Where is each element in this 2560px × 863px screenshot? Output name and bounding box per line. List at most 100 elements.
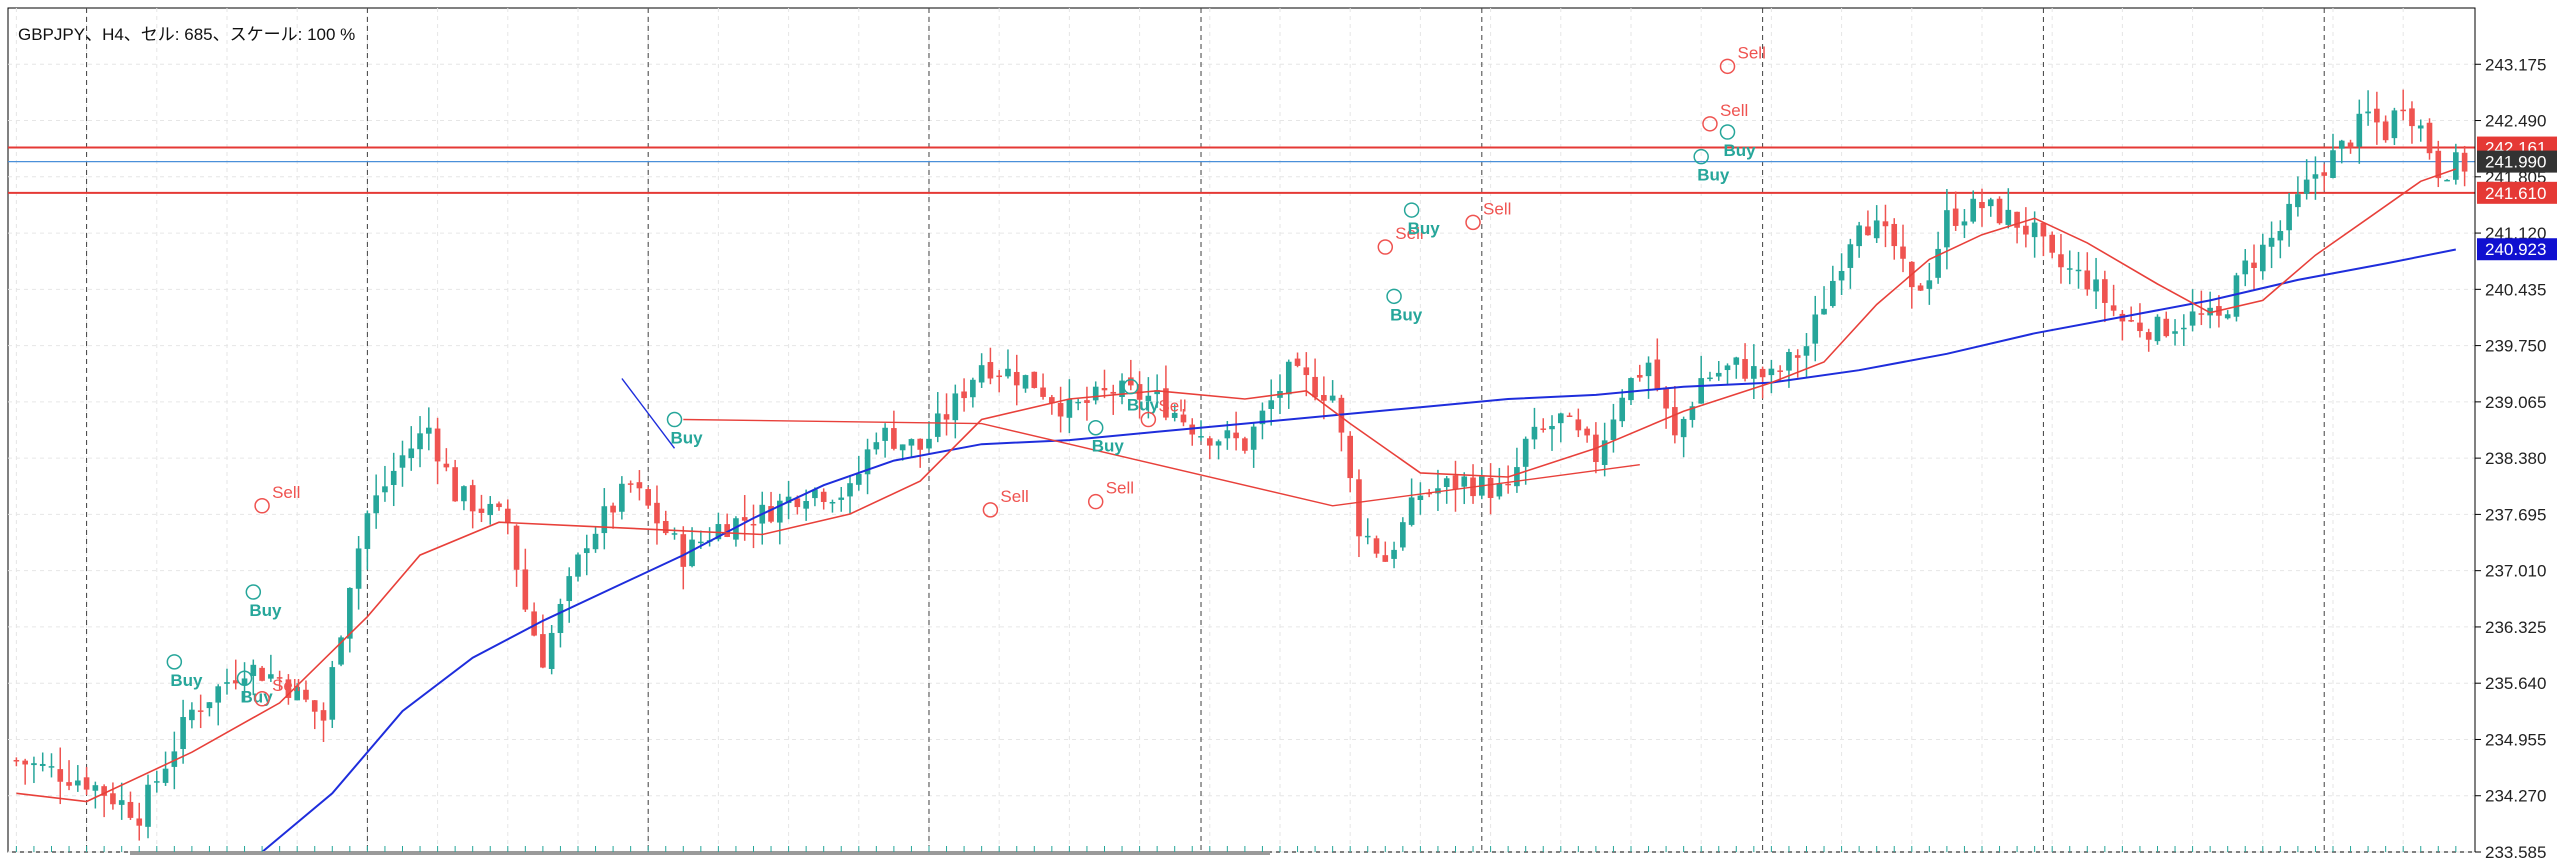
candle-body — [1005, 368, 1011, 377]
ma-slow-line — [261, 248, 2456, 853]
ma-fast-line — [16, 168, 2457, 803]
candle-body — [118, 800, 125, 805]
buy-signal-marker — [1719, 124, 1736, 140]
candle-body — [2295, 194, 2301, 208]
sell-signal-label: Sell — [1483, 199, 1511, 218]
candle-body — [645, 489, 651, 506]
candle-body — [1487, 477, 1494, 498]
candle-body — [2461, 152, 2468, 172]
zigzag-layer — [621, 378, 1640, 507]
candle-body — [2181, 327, 2187, 330]
candle-body — [1689, 406, 1696, 420]
candle-body — [1356, 479, 1362, 537]
candle-body — [680, 534, 687, 567]
price-badge-bg — [2477, 238, 2557, 261]
candle-body — [689, 539, 695, 567]
candle-body — [1759, 368, 1766, 378]
candle-body — [417, 433, 423, 450]
candle-body — [1996, 198, 2003, 224]
buy-signal-marker — [666, 411, 683, 428]
candle-body — [1268, 400, 1275, 409]
candle-body — [1856, 225, 1862, 247]
axis-tick-label: 234.955 — [2485, 730, 2546, 749]
candle-body — [2049, 234, 2055, 253]
candle-body — [2207, 307, 2213, 316]
candle-body — [162, 768, 169, 783]
candle-body — [355, 548, 362, 589]
candle-body — [2031, 222, 2038, 238]
buy-signal-label: Buy — [170, 671, 203, 690]
candle-body — [320, 710, 327, 721]
candle-body — [2356, 113, 2363, 147]
candle-body — [1584, 428, 1590, 436]
candle-body — [1022, 375, 1029, 389]
candle-body — [180, 717, 186, 750]
buy-signal-marker — [1123, 378, 1139, 395]
candle-body — [294, 687, 300, 701]
candle-body — [1566, 415, 1573, 418]
candle-body — [66, 782, 72, 786]
candle-body — [1636, 375, 1643, 378]
candle-body — [531, 611, 537, 636]
candle-body — [1987, 199, 1994, 207]
candle-body — [1882, 221, 1889, 227]
chart-header-label: GBPJPY、H4、セル: 685、スケール: 100 % — [18, 25, 356, 44]
candle-body — [750, 523, 757, 526]
candle-body — [127, 801, 134, 818]
candle-body — [101, 786, 107, 796]
candle-body — [1303, 367, 1310, 376]
buy-signal-label: Buy — [671, 429, 704, 448]
candle-body — [2137, 322, 2143, 332]
candle-body — [2382, 121, 2389, 141]
candle-body — [636, 482, 643, 489]
candle-body — [548, 632, 555, 669]
candle-body — [259, 667, 265, 681]
candle-body — [2426, 122, 2433, 154]
candle-body — [1715, 372, 1722, 377]
candle-body — [1505, 483, 1511, 486]
buy-signal-marker — [236, 670, 253, 687]
buy-signal-label: Buy — [1724, 141, 1757, 160]
candle-body — [408, 448, 415, 459]
candle-body — [2005, 209, 2012, 225]
candle-body — [557, 603, 564, 633]
candle-body — [136, 818, 143, 826]
candle-body — [522, 569, 529, 610]
candle-body — [1601, 440, 1608, 465]
sell-signal-marker — [1140, 411, 1157, 428]
axis-tick-label: 237.695 — [2485, 505, 2546, 524]
candle-body — [908, 439, 915, 446]
candle-body — [2128, 320, 2134, 322]
candle-body — [2198, 313, 2205, 315]
candle-body — [1663, 387, 1669, 409]
candle-body — [2259, 244, 2266, 272]
candle-body — [1496, 483, 1503, 497]
candle-body — [496, 503, 502, 508]
candle-body — [671, 533, 678, 535]
candle-body — [1680, 418, 1687, 438]
candle-body — [206, 702, 213, 709]
grid-layer — [7, 7, 2476, 853]
candle-body — [952, 393, 959, 421]
candle-body — [1373, 538, 1380, 554]
price-badge-label: 240.923 — [2485, 240, 2546, 259]
candle-body — [1171, 412, 1178, 418]
candle-body — [1391, 549, 1397, 559]
candle-body — [627, 483, 634, 485]
candle-body — [426, 427, 432, 434]
sell-signal-label: Sell — [272, 483, 300, 502]
candle-body — [917, 438, 924, 450]
candle-body — [1250, 426, 1257, 450]
candle-body — [926, 438, 932, 449]
candle-body — [1557, 413, 1564, 424]
candle-body — [1163, 388, 1169, 418]
candle-body — [838, 497, 845, 500]
candle-body — [768, 506, 774, 522]
candle-body — [1452, 475, 1459, 490]
candle-body — [2093, 279, 2099, 292]
candle-body — [1944, 210, 1950, 248]
axis-tick-label: 236.325 — [2485, 618, 2546, 637]
